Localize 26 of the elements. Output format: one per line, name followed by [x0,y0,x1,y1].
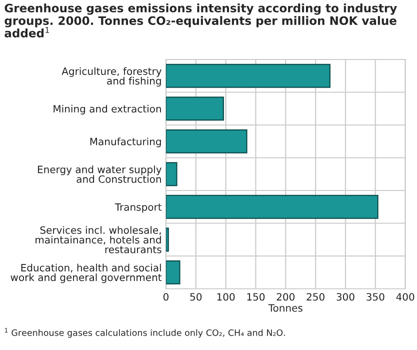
y-tick-label: Services incl. wholesale, maintainance, hotels and restaurants [36,226,162,254]
y-tick-label: Mining and extraction [54,104,161,115]
y-tick-label: Agriculture, forestry and fishing [62,67,162,87]
text: $^{1}$ Greenhouse gases calculations include only CO₂, CH₄ and N₂O. [4,328,285,338]
x-tick-label: 300 [336,293,354,301]
x-tick-label: 0 [163,293,168,301]
bar [166,64,330,88]
x-tick-label: 50 [190,293,202,301]
bar [166,228,169,252]
chart-title: Greenhouse gases emissions intensity according to industry groups. 2000. Tonnes CO₂-equivalents per million NOK value added$^{1}$ [4,4,397,38]
bar [166,162,178,186]
bar [166,96,224,121]
x-tick-label: 250 [306,293,324,301]
y-tick-label: Education, health and social work and general government [10,264,162,284]
x-tick-label: 100 [217,293,235,301]
bar [166,194,378,219]
x-axis-title: Tonnes [268,304,302,312]
x-tick-label: 400 [396,293,414,301]
y-tick-label: Energy and water supply and Construction [38,165,162,183]
y-tick-label: Manufacturing [90,138,161,148]
x-tick-label: 200 [276,293,295,301]
y-tick-label: Transport [114,203,162,213]
bar [166,129,248,154]
bar [166,260,180,284]
x-tick-label: 350 [366,293,384,301]
x-tick-label: 150 [247,293,265,301]
